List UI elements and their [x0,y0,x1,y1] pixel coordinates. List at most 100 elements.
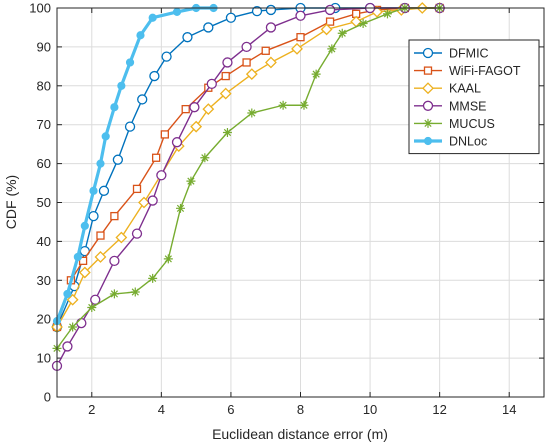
data-point [78,266,91,279]
data-point [299,100,309,110]
data-point [203,22,214,33]
data-point [161,51,172,62]
data-point [221,71,230,81]
y-axis-label: CDF (%) [3,175,19,229]
legend-marker [423,118,433,128]
legend-marker [422,82,434,95]
series-mucus [52,3,445,353]
x-axis-label: Euclidean distance error (m) [212,426,388,442]
data-point [78,256,88,266]
data-point [219,87,232,100]
y-tick-label: 30 [37,273,51,288]
data-point [200,153,210,163]
tick-labels: 2 4 6 8 10 12 14 0 10 20 30 40 50 60 70 80 90 100 [29,1,516,418]
y-tick-label: 70 [37,117,51,132]
y-tick-label: 100 [29,1,51,16]
x-tick-label: 2 [88,402,95,417]
legend-item: MMSE [414,99,487,113]
data-point [382,9,392,19]
data-point [73,252,82,262]
data-point [295,10,306,21]
data-point [245,68,258,81]
plot-frame [56,7,545,398]
data-point [327,44,337,54]
legend-item: WiFi-FAGOT [414,64,521,78]
data-point [131,228,143,239]
data-point [112,154,124,165]
data-point [101,132,110,141]
data-point [175,203,185,213]
data-point [125,58,135,67]
data-point [172,7,182,16]
data-point [190,120,203,133]
data-point [98,185,110,196]
data-point [189,102,200,113]
legend-label: DFMIC [449,47,489,61]
y-tick-label: 90 [37,39,51,54]
legend-item: MUCUS [414,117,495,131]
series-layer [51,2,446,372]
data-point [68,322,78,332]
legend-marker [422,100,434,111]
data-point [149,70,160,82]
legend-marker [422,47,434,59]
data-point [66,293,79,306]
y-tick-label: 0 [44,390,51,405]
data-point [124,121,136,132]
data-point [358,19,368,29]
data-point [117,81,126,90]
data-point [337,28,347,38]
data-point [109,289,119,299]
data-point [62,341,73,352]
data-point [251,5,263,17]
data-point [76,317,87,329]
data-point [325,17,335,26]
x-tick-label: 8 [297,402,304,417]
data-point [110,103,119,112]
data-point [96,159,105,168]
legend: DFMIC WiFi-FAGOT KAAL MMSE MUCUS DNLoc [408,39,540,155]
data-point [88,210,99,222]
data-point [148,273,158,283]
data-point [147,195,158,206]
legend-label: WiFi-FAGOT [449,64,521,78]
data-point [132,184,142,194]
data-point [109,255,120,267]
data-point [181,104,190,114]
y-tick-label: 60 [37,156,51,171]
y-tick-label: 50 [37,195,51,210]
data-point [94,251,107,263]
data-point [90,294,101,305]
data-point [261,46,270,55]
x-tick-label: 6 [227,402,234,417]
data-point [222,127,232,137]
data-point [222,57,233,68]
data-point [136,31,145,40]
data-point [89,186,98,195]
data-point [311,69,321,79]
legend-label: MMSE [449,99,487,113]
legend-item: DFMIC [414,47,489,61]
y-tick-label: 20 [37,312,51,327]
data-point [115,231,128,244]
x-tick-label: 12 [432,402,446,417]
data-point [241,41,252,53]
data-point [80,221,89,230]
data-point [296,33,305,42]
legend-item: KAAL [414,82,481,96]
data-point [87,303,97,313]
legend-marker [423,66,433,75]
data-point [247,108,257,118]
x-tick-label: 10 [363,402,377,417]
data-point [265,4,277,16]
data-point [202,103,215,116]
data-point [138,196,150,209]
data-point [63,289,72,299]
data-point [171,137,183,148]
data-point [96,231,105,240]
x-tick-label: 14 [502,402,516,417]
data-point [160,130,169,139]
data-point [182,32,193,43]
legend-label: MUCUS [449,117,495,131]
